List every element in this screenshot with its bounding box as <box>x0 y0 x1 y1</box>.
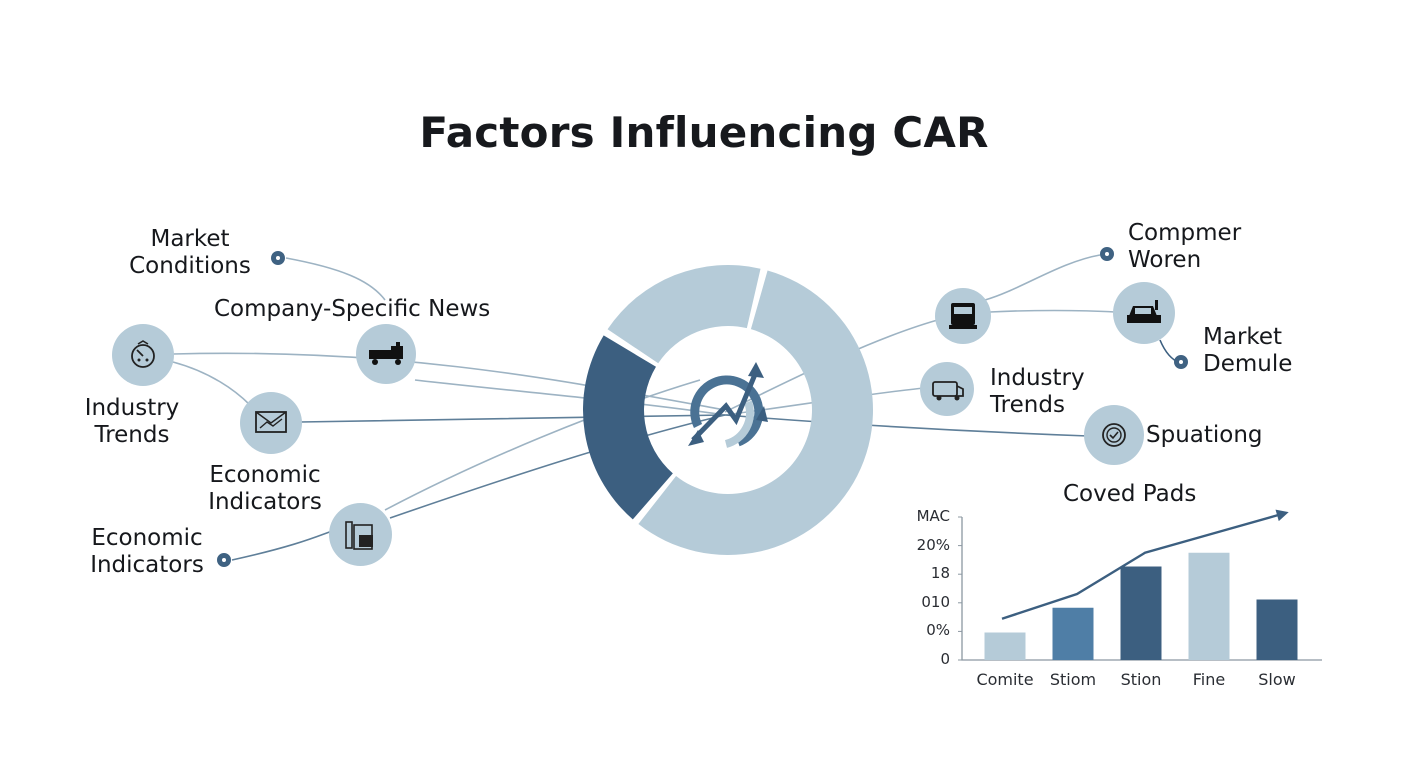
label-economic-indicators-mid: Economic Indicators <box>200 462 330 516</box>
label-industry-trends-right: Industry Trends <box>990 365 1085 419</box>
truck-icon <box>356 324 416 384</box>
link-industry-to-econ <box>172 361 251 406</box>
gauge-icon <box>112 324 174 386</box>
label-consumer: Compmer Woren <box>1128 220 1241 274</box>
y-tick-label: 0 <box>940 650 950 668</box>
page-title: Factors Influencing CAR <box>419 108 989 157</box>
link-economic-low <box>231 529 336 561</box>
x-category-label: Stion <box>1120 670 1162 689</box>
node-market-demand <box>1174 355 1188 369</box>
y-tick-label: 010 <box>921 592 950 611</box>
badge-check-icon <box>1084 405 1144 465</box>
label-line: Economic <box>209 462 321 488</box>
label-company-news: Company-Specific News <box>214 296 491 322</box>
label-speculation: Spuationg <box>1146 422 1263 448</box>
x-category-label: Stiom <box>1049 670 1097 689</box>
label-line: Indicators <box>90 552 204 578</box>
car-icon <box>1113 282 1175 344</box>
donut-segment <box>607 264 761 364</box>
label-line: Indicators <box>208 489 322 515</box>
label-line: Trends <box>94 422 170 448</box>
link-right-consumer <box>989 309 1116 313</box>
node-economic-low <box>217 553 231 567</box>
donut-segment <box>583 335 673 520</box>
envelope-chart-icon <box>240 392 302 454</box>
x-category-label: Slow <box>1258 670 1296 689</box>
link-right-speculation <box>724 414 1089 437</box>
link-econ-low-center-2 <box>384 379 701 511</box>
growth-cycle-icon <box>688 362 768 448</box>
node-market-conditions <box>271 251 285 265</box>
van-icon <box>920 362 974 416</box>
donut-chart <box>583 264 873 555</box>
tools-icon <box>329 503 392 566</box>
x-category-label: Comite <box>976 670 1034 689</box>
link-economic-mid <box>299 414 726 423</box>
label-line: Demule <box>1203 351 1293 377</box>
y-tick-label: MAC <box>916 507 950 525</box>
label-market-conditions: Market Conditions <box>120 226 260 280</box>
label-industry-trends-left: Industry Trends <box>72 395 192 449</box>
truck-front-icon <box>935 288 991 344</box>
label-economic-indicators-low: Economic Indicators <box>82 525 212 579</box>
label-line: Woren <box>1128 247 1202 273</box>
label-line: Market <box>1203 324 1283 350</box>
y-tick-label: 20% <box>916 535 950 554</box>
chart-title: Coved Pads <box>1063 481 1197 507</box>
label-line: Industry <box>990 365 1085 391</box>
link-right-consumer-2 <box>984 254 1101 301</box>
label-line: Industry <box>84 395 180 421</box>
label-line: Conditions <box>129 253 251 279</box>
y-tick-label: 0% <box>926 621 950 640</box>
y-tick-label: 18 <box>930 564 950 583</box>
label-line: Market <box>150 226 230 252</box>
donut-segment <box>638 270 873 555</box>
link-market-conditions <box>285 257 386 301</box>
label-line: Compmer <box>1128 220 1242 246</box>
link-econ-low-center <box>389 414 726 519</box>
x-category-label: Fine <box>1192 670 1226 689</box>
node-consumer <box>1100 247 1114 261</box>
link-company-news <box>414 379 726 416</box>
label-line: Trends <box>990 392 1065 418</box>
label-market-demand: Market Demule <box>1203 324 1292 378</box>
link-industry-trends <box>172 352 726 411</box>
label-line: Economic <box>91 525 203 551</box>
